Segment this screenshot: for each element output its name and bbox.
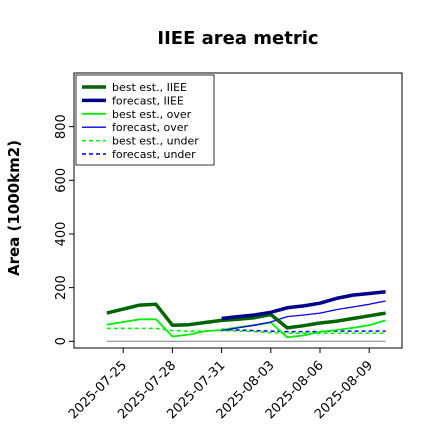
- y-axis-label: Area (1000km2): [5, 140, 23, 276]
- y-axis: 0 200 400 600 800: [54, 114, 74, 345]
- series-line: [221, 328, 386, 333]
- series-line: [221, 289, 386, 321]
- legend-label: forecast, under: [112, 148, 196, 161]
- legend-label: best est., over: [112, 108, 192, 121]
- legend-label: forecast, IIEE: [112, 94, 184, 107]
- series-line: [106, 302, 386, 330]
- y-tick-label: 800: [54, 114, 69, 139]
- legend-box: [75, 74, 215, 166]
- series-layer: [106, 289, 386, 339]
- y-tick-label: 600: [54, 168, 69, 193]
- y-tick-label: 0: [54, 337, 69, 345]
- x-axis: 2025-07-252025-07-282025-07-312025-08-03…: [66, 348, 376, 422]
- y-tick-label: 200: [54, 275, 69, 300]
- legend-label: best est., under: [112, 135, 199, 148]
- y-tick-label: 400: [54, 222, 69, 247]
- series-line: [106, 327, 386, 334]
- series-line: [221, 300, 386, 332]
- chart-title: IIEE area metric: [157, 28, 318, 49]
- legend-label: best est., IIEE: [112, 81, 187, 94]
- legend-label: forecast, over: [112, 121, 188, 134]
